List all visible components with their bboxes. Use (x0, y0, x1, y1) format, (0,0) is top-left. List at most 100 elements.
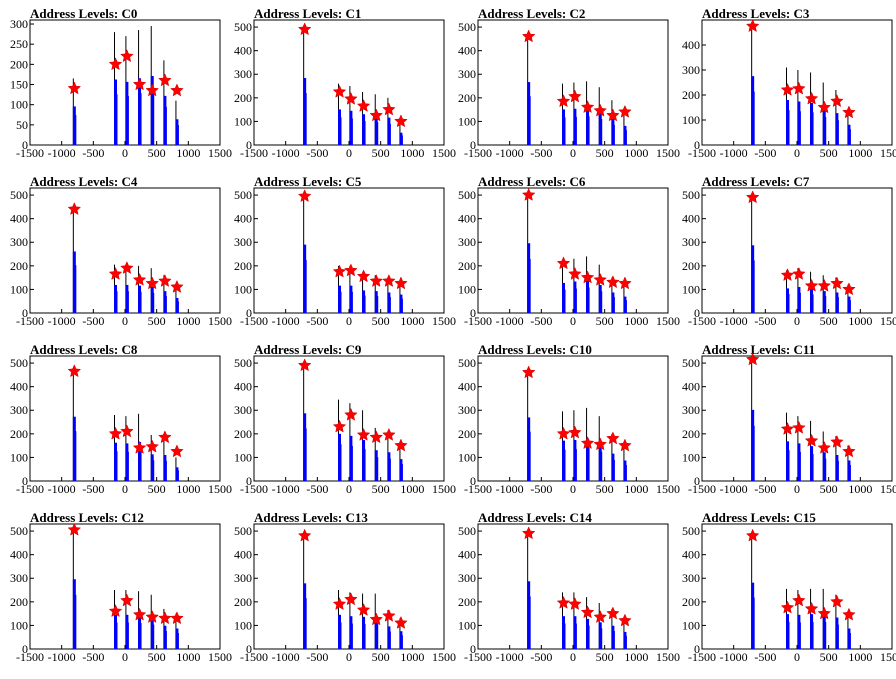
plot-frame (253, 19, 445, 146)
x-tick-label: 0 (346, 482, 352, 496)
x-tick-label: -500 (82, 314, 104, 328)
x-tick-label: 500 (372, 482, 390, 496)
plot-frame (253, 523, 445, 650)
chart-panel-c1: Address Levels: C10100200300400500-1500-… (234, 6, 456, 160)
y-tick-label: 400 (234, 212, 252, 226)
x-tick-label: 1500 (432, 482, 456, 496)
y-tick-label: 200 (234, 427, 252, 441)
histogram-spike (562, 83, 566, 145)
y-tick-label: 400 (682, 38, 700, 52)
peak-marker (780, 268, 795, 282)
peak-marker (369, 430, 384, 444)
y-tick-label: 500 (682, 356, 700, 370)
x-tick-label: -1000 (272, 650, 300, 664)
peak-marker (158, 274, 172, 287)
y-tick-label: 300 (10, 17, 28, 31)
peak-marker (580, 270, 595, 284)
panel-title: Address Levels: C3 (702, 6, 810, 21)
y-tick-label: 0 (246, 642, 252, 656)
peak-marker (842, 607, 856, 621)
chart-panel-c8: Address Levels: C80100200300400500-1500-… (10, 342, 232, 496)
peak-marker (356, 602, 371, 616)
y-tick-label: 300 (458, 403, 476, 417)
x-tick-label: 0 (570, 314, 576, 328)
peak-marker (369, 612, 384, 626)
y-tick-label: 400 (10, 548, 28, 562)
peak-marker (67, 202, 82, 215)
x-tick-label: -1000 (48, 482, 76, 496)
y-tick-label: 0 (470, 138, 476, 152)
histogram-spike (623, 445, 627, 481)
x-tick-label: 500 (372, 314, 390, 328)
peak-marker (158, 73, 172, 87)
x-tick-label: 1500 (880, 482, 896, 496)
peak-marker (132, 607, 147, 621)
x-tick-label: 500 (596, 314, 614, 328)
peak-marker (830, 594, 844, 608)
x-tick-label: -1500 (464, 314, 492, 328)
y-tick-label: 300 (10, 403, 28, 417)
x-tick-label: 1500 (432, 146, 456, 160)
y-tick-label: 200 (458, 91, 476, 105)
y-tick-label: 400 (458, 380, 476, 394)
peak-marker (606, 275, 620, 289)
chart-panel-c14: Address Levels: C14 0 100 200 300 400 500 -1500… (458, 510, 680, 664)
x-tick-label: -500 (530, 482, 552, 496)
histogram-spike (623, 284, 627, 313)
peak-marker (521, 29, 536, 43)
histogram-spike (125, 264, 129, 313)
y-tick-label: 400 (682, 548, 700, 562)
x-tick-label: 1500 (880, 650, 896, 664)
x-tick-label: 0 (794, 146, 800, 160)
peak-marker (332, 264, 347, 278)
y-tick-label: 300 (682, 63, 700, 77)
peak-marker (804, 433, 819, 447)
y-tick-label: 500 (10, 524, 28, 538)
x-tick-label: 1500 (656, 650, 680, 664)
histogram-spike (163, 60, 167, 145)
peak-marker (568, 597, 582, 610)
y-tick-label: 100 (458, 450, 476, 464)
y-tick-label: 400 (234, 548, 252, 562)
histogram-spike (751, 26, 755, 145)
peak-marker (568, 89, 582, 103)
x-tick-label: 1500 (208, 650, 232, 664)
chart-panel-c15: Address Levels: C15 0 100 200 300 400 500 -1500… (682, 510, 896, 664)
x-tick-label: 1000 (624, 650, 648, 664)
plot-frame (477, 355, 669, 482)
panel-title: Address Levels: C4 (30, 174, 138, 189)
x-tick-label: 1000 (848, 146, 872, 160)
x-tick-label: -1500 (240, 482, 268, 496)
x-tick-label: 1000 (624, 482, 648, 496)
peak-marker (297, 528, 312, 542)
panel-title: Address Levels: C1 (254, 6, 361, 21)
peak-marker (804, 278, 819, 292)
panel-title: Address Levels: C13 (254, 510, 368, 525)
histogram-spike (598, 603, 603, 649)
peak-marker (394, 276, 408, 290)
peak-marker (382, 102, 396, 116)
y-tick-label: 0 (246, 306, 252, 320)
panel-title: Address Levels: C11 (702, 342, 815, 357)
histogram-spike (374, 94, 379, 145)
x-tick-label: 500 (596, 482, 614, 496)
peak-marker (792, 420, 806, 434)
x-tick-label: 0 (122, 482, 128, 496)
peak-marker (780, 82, 795, 96)
y-tick-label: 200 (10, 57, 28, 71)
x-tick-label: 1000 (176, 146, 200, 160)
x-tick-label: -1000 (720, 314, 748, 328)
y-tick-label: 100 (682, 113, 700, 127)
y-tick-label: 500 (682, 524, 700, 538)
peak-marker (344, 263, 358, 277)
peak-marker (394, 615, 408, 629)
y-tick-label: 300 (10, 571, 28, 585)
peak-marker (369, 274, 384, 287)
peak-marker (120, 261, 134, 274)
y-tick-label: 300 (10, 235, 28, 249)
peak-marker (568, 425, 582, 439)
y-tick-label: 400 (458, 548, 476, 562)
histogram-spike (786, 588, 790, 649)
x-tick-label: -1500 (688, 482, 716, 496)
x-tick-label: 1500 (432, 314, 456, 328)
